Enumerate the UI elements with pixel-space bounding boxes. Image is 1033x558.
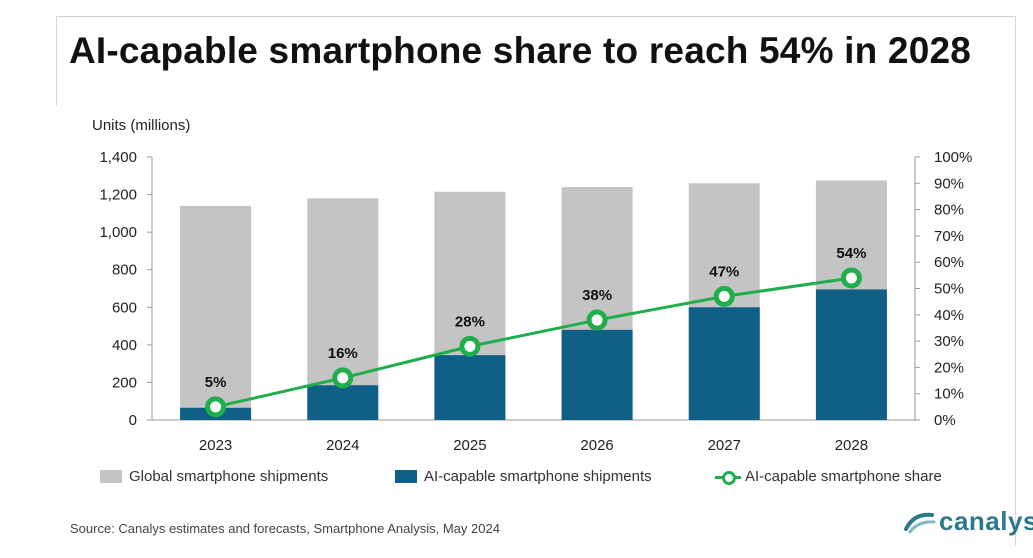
x-axis-tick-label: 2025 — [453, 437, 486, 454]
x-axis-tick-label: 2027 — [708, 437, 741, 454]
x-axis-tick-label: 2023 — [199, 437, 232, 454]
right-axis-tick-label: 50% — [934, 281, 964, 298]
brand-mark-icon — [904, 512, 936, 533]
share-data-label: 16% — [328, 345, 358, 362]
share-point-2024 — [332, 367, 354, 389]
bar-global-2023 — [180, 205, 252, 420]
right-axis-tick-label: 0% — [934, 412, 956, 429]
left-axis-tick-label: 1,400 — [99, 149, 137, 166]
chart-title: AI-capable smartphone share to reach 54%… — [68, 30, 972, 71]
x-axis-tick-label: 2024 — [326, 437, 359, 454]
right-axis-tick-label: 40% — [934, 307, 964, 324]
left-axis-tick-label: 200 — [112, 374, 137, 391]
legend-swatch-ai-share — [715, 470, 741, 485]
legend-item-ai-share: AI-capable smartphone share — [715, 468, 942, 485]
source-note: Source: Canalys estimates and forecasts,… — [70, 521, 500, 536]
legend-swatch-global — [100, 470, 122, 483]
right-axis-tick-label: 100% — [934, 149, 972, 166]
left-axis-tick-label: 400 — [112, 337, 137, 354]
left-axis-tick-label: 0 — [129, 412, 137, 429]
share-point-2026 — [586, 309, 608, 331]
bar-ai-2028 — [815, 289, 887, 420]
share-point-2023 — [205, 396, 227, 418]
bar-ai-2024 — [307, 385, 379, 420]
right-axis-tick-label: 30% — [934, 333, 964, 350]
left-axis-tick-label: 1,000 — [99, 224, 137, 241]
legend-label-ai-share: AI-capable smartphone share — [745, 468, 942, 485]
legend-label-ai-shipments: AI-capable smartphone shipments — [424, 468, 652, 485]
share-point-2028 — [840, 267, 862, 289]
frame-border-right — [1015, 16, 1016, 546]
right-axis-tick-label: 10% — [934, 386, 964, 403]
bar-ai-2027 — [688, 307, 760, 420]
share-data-label: 5% — [205, 374, 227, 391]
share-data-label: 54% — [836, 245, 866, 262]
share-data-label: 47% — [709, 263, 739, 280]
right-axis-tick-label: 90% — [934, 175, 964, 192]
legend-item-ai-shipments: AI-capable smartphone shipments — [395, 468, 652, 485]
legend-item-global: Global smartphone shipments — [100, 468, 328, 485]
bar-ai-2025 — [434, 355, 506, 420]
brand-name: canalys — [939, 506, 1033, 536]
bar-ai-2026 — [561, 329, 633, 420]
left-axis-title: Units (millions) — [92, 117, 191, 134]
brand-logo: canalys — [902, 506, 1033, 537]
x-axis-tick-label: 2026 — [580, 437, 613, 454]
share-data-label: 38% — [582, 287, 612, 304]
left-axis-tick-label: 600 — [112, 299, 137, 316]
frame-border-top — [56, 16, 1016, 17]
share-point-2027 — [713, 285, 735, 307]
left-axis-tick-label: 1,200 — [99, 187, 137, 204]
left-axis-tick-label: 800 — [112, 262, 137, 279]
right-axis-tick-label: 80% — [934, 202, 964, 219]
right-axis-tick-label: 60% — [934, 254, 964, 271]
legend-label-global: Global smartphone shipments — [129, 468, 329, 485]
share-line — [215, 276, 852, 409]
legend: Global smartphone shipments AI-capable s… — [100, 468, 980, 492]
legend-swatch-ai-shipments — [395, 470, 417, 483]
share-data-label: 28% — [455, 313, 485, 330]
right-axis-tick-label: 20% — [934, 359, 964, 376]
share-point-2025 — [459, 335, 481, 357]
right-axis-tick-label: 70% — [934, 228, 964, 245]
x-axis-tick-label: 2028 — [835, 437, 868, 454]
frame-border-left — [56, 16, 57, 106]
